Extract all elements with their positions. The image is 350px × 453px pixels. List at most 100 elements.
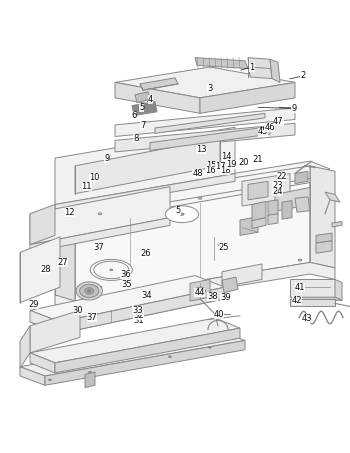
Text: 14: 14 (222, 152, 232, 161)
Ellipse shape (94, 261, 129, 279)
Ellipse shape (110, 269, 113, 270)
Text: 22: 22 (276, 172, 287, 181)
Polygon shape (295, 197, 310, 212)
Text: 2: 2 (300, 72, 305, 81)
Polygon shape (155, 113, 265, 133)
Polygon shape (332, 222, 342, 227)
Polygon shape (30, 217, 170, 252)
Text: 9: 9 (291, 104, 297, 113)
Polygon shape (30, 187, 170, 245)
Polygon shape (135, 92, 150, 102)
Text: 1: 1 (249, 63, 255, 72)
Ellipse shape (88, 289, 91, 292)
Polygon shape (45, 341, 245, 385)
Polygon shape (275, 188, 310, 212)
Ellipse shape (90, 260, 132, 280)
Text: 44: 44 (194, 288, 205, 297)
Polygon shape (30, 318, 240, 363)
Text: 16: 16 (205, 166, 216, 175)
Text: 34: 34 (141, 291, 152, 300)
Text: 15: 15 (206, 161, 217, 170)
Polygon shape (55, 328, 240, 373)
Text: 32: 32 (133, 311, 144, 320)
Polygon shape (290, 299, 335, 307)
Polygon shape (55, 173, 235, 212)
Polygon shape (248, 181, 268, 200)
Ellipse shape (169, 356, 172, 357)
Text: 42: 42 (292, 296, 302, 305)
Text: 28: 28 (40, 265, 51, 274)
Polygon shape (115, 108, 295, 136)
Text: 8: 8 (133, 134, 139, 143)
Polygon shape (240, 217, 258, 236)
Polygon shape (115, 123, 295, 152)
Ellipse shape (89, 371, 91, 373)
Text: 18: 18 (220, 166, 230, 175)
Text: 26: 26 (140, 249, 150, 258)
Text: 19: 19 (226, 160, 237, 169)
Ellipse shape (209, 347, 211, 348)
Polygon shape (75, 138, 220, 194)
Polygon shape (140, 78, 178, 90)
Text: 7: 7 (140, 120, 146, 130)
Polygon shape (55, 262, 335, 313)
Ellipse shape (80, 284, 99, 298)
Polygon shape (222, 264, 262, 287)
Text: 24: 24 (272, 187, 283, 196)
Polygon shape (30, 204, 55, 245)
Polygon shape (295, 171, 308, 183)
Polygon shape (195, 58, 248, 68)
Text: 12: 12 (64, 208, 75, 217)
Polygon shape (252, 217, 266, 228)
Polygon shape (30, 310, 80, 353)
Polygon shape (55, 127, 235, 204)
Polygon shape (55, 206, 75, 307)
Ellipse shape (85, 288, 94, 294)
Polygon shape (115, 67, 295, 98)
Ellipse shape (98, 286, 102, 288)
Ellipse shape (180, 213, 184, 215)
Polygon shape (30, 287, 225, 333)
Ellipse shape (298, 259, 302, 261)
Polygon shape (310, 166, 335, 268)
Text: 37: 37 (87, 313, 97, 322)
Text: 25: 25 (219, 243, 229, 252)
Text: 43: 43 (302, 313, 312, 323)
Polygon shape (20, 367, 45, 385)
Polygon shape (20, 331, 245, 376)
Polygon shape (335, 280, 342, 300)
Text: 36: 36 (120, 270, 131, 280)
Text: 27: 27 (57, 258, 68, 267)
Text: 40: 40 (214, 310, 224, 319)
Text: 6: 6 (131, 111, 136, 120)
Polygon shape (55, 161, 330, 222)
Text: 9: 9 (104, 154, 109, 164)
Ellipse shape (165, 206, 199, 223)
Polygon shape (115, 82, 200, 113)
Text: 46: 46 (264, 123, 275, 132)
Text: 33: 33 (132, 306, 143, 315)
Ellipse shape (198, 198, 202, 199)
Polygon shape (190, 280, 210, 301)
Text: 10: 10 (89, 173, 100, 182)
Polygon shape (85, 372, 95, 388)
Polygon shape (290, 280, 335, 297)
Polygon shape (75, 179, 310, 301)
Text: 17: 17 (215, 162, 226, 171)
Text: 47: 47 (273, 117, 284, 126)
Text: 21: 21 (252, 155, 262, 164)
Polygon shape (55, 166, 330, 217)
Ellipse shape (197, 289, 203, 293)
Polygon shape (242, 173, 290, 206)
Polygon shape (30, 310, 60, 333)
Text: 37: 37 (93, 243, 104, 252)
Polygon shape (200, 82, 295, 113)
Polygon shape (268, 214, 278, 225)
Text: 45: 45 (258, 127, 268, 136)
Text: 11: 11 (82, 182, 92, 191)
Polygon shape (30, 275, 225, 322)
Ellipse shape (193, 286, 208, 296)
Polygon shape (20, 326, 30, 368)
Text: 30: 30 (73, 306, 83, 315)
Text: 29: 29 (28, 300, 38, 309)
